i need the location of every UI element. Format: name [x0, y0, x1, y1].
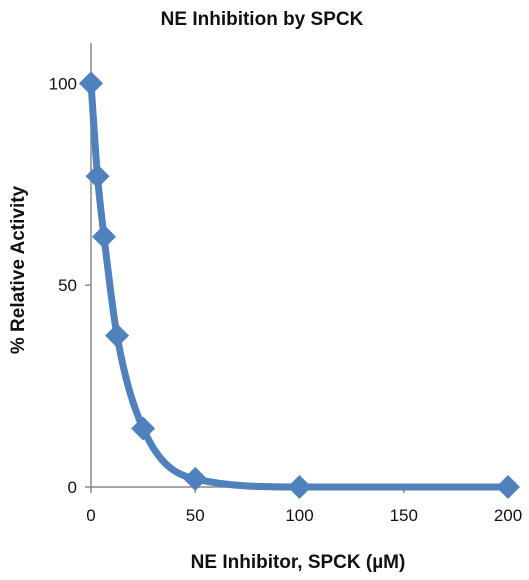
data-point-marker	[85, 164, 110, 189]
y-tick-label: 0	[68, 478, 77, 497]
data-point-marker	[183, 466, 208, 491]
x-tick-label: 0	[86, 506, 95, 525]
y-axis-ticks: 0 50 100	[49, 74, 91, 497]
x-axis-title: NE Inhibitor, SPCK (µM)	[191, 552, 406, 573]
data-point-marker	[131, 416, 156, 441]
y-tick-label: 100	[49, 74, 77, 93]
data-point-marker	[79, 71, 103, 96]
x-tick-label: 50	[186, 506, 205, 525]
data-point-marker	[92, 224, 117, 249]
x-tick-label: 100	[285, 506, 313, 525]
data-point-marker	[105, 323, 130, 348]
series-line	[87, 79, 512, 491]
y-axis-title: % Relative Activity	[8, 185, 29, 354]
x-tick-label: 150	[390, 506, 418, 525]
series-markers	[79, 71, 520, 499]
axes	[90, 43, 508, 488]
x-axis-ticks: 0 50 100 150 200	[86, 487, 522, 525]
data-point-marker	[287, 475, 312, 499]
y-tick-label: 50	[58, 276, 77, 295]
chart-title: NE Inhibition by SPCK	[161, 9, 364, 30]
data-point-marker	[496, 475, 520, 499]
x-tick-label: 200	[494, 506, 522, 525]
